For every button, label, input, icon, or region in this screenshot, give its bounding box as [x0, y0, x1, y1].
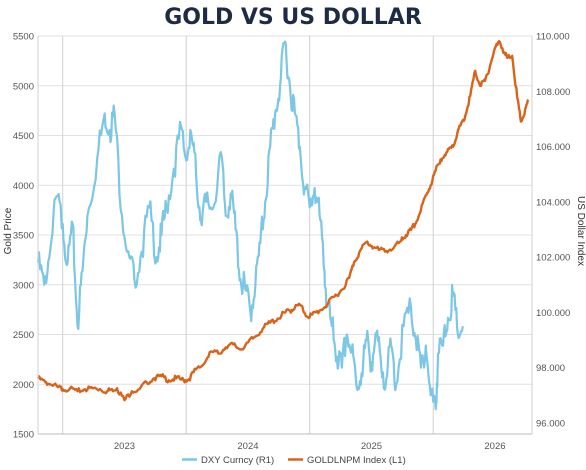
- y-tick-left: 5500: [13, 32, 34, 43]
- y-tick-left: 3000: [13, 280, 34, 291]
- x-tick-label: 2025: [361, 441, 382, 452]
- legend-label-gold: GOLDLNPM Index (L1): [307, 455, 406, 466]
- legend: DXY Curncy (R1) GOLDLNPM Index (L1): [182, 455, 406, 466]
- y-tick-left: 4500: [13, 131, 34, 142]
- x-tick-label: 2024: [237, 441, 258, 452]
- y-tick-right: 104.000: [536, 197, 570, 208]
- y-tick-left: 4000: [13, 181, 34, 192]
- y-tick-left: 2000: [13, 380, 34, 391]
- x-tick-label: 2023: [114, 441, 135, 452]
- y-axis-label-left: Gold Price: [3, 207, 14, 254]
- gold-series-line: [36, 40, 530, 402]
- y-tick-left: 5000: [13, 81, 34, 92]
- y-tick-right: 100.000: [536, 308, 570, 319]
- legend-label-dxy: DXY Curncy (R1): [201, 455, 274, 466]
- y-tick-right: 106.000: [536, 142, 570, 153]
- y-tick-right: 108.000: [536, 87, 570, 98]
- y-tick-left: 1500: [13, 430, 34, 441]
- y-tick-right: 98.000: [536, 363, 565, 374]
- x-tick-label: 2026: [484, 441, 505, 452]
- y-tick-right: 102.000: [536, 253, 570, 264]
- series-lines: [36, 40, 530, 411]
- y-tick-right: 110.000: [536, 32, 570, 43]
- dxy-series-line: [36, 40, 464, 411]
- gridlines: [38, 35, 532, 435]
- y-tick-left: 3500: [13, 231, 34, 242]
- axes: 1500 2000 2500 3000 3500 4000 4500 5000 5500 96.0…: [13, 32, 570, 453]
- y-axis-label-right: US Dollar Index: [575, 196, 586, 266]
- y-tick-left: 2500: [13, 330, 34, 341]
- chart-title: GOLD VS US DOLLAR: [164, 5, 422, 30]
- y-tick-right: 96.000: [536, 418, 565, 429]
